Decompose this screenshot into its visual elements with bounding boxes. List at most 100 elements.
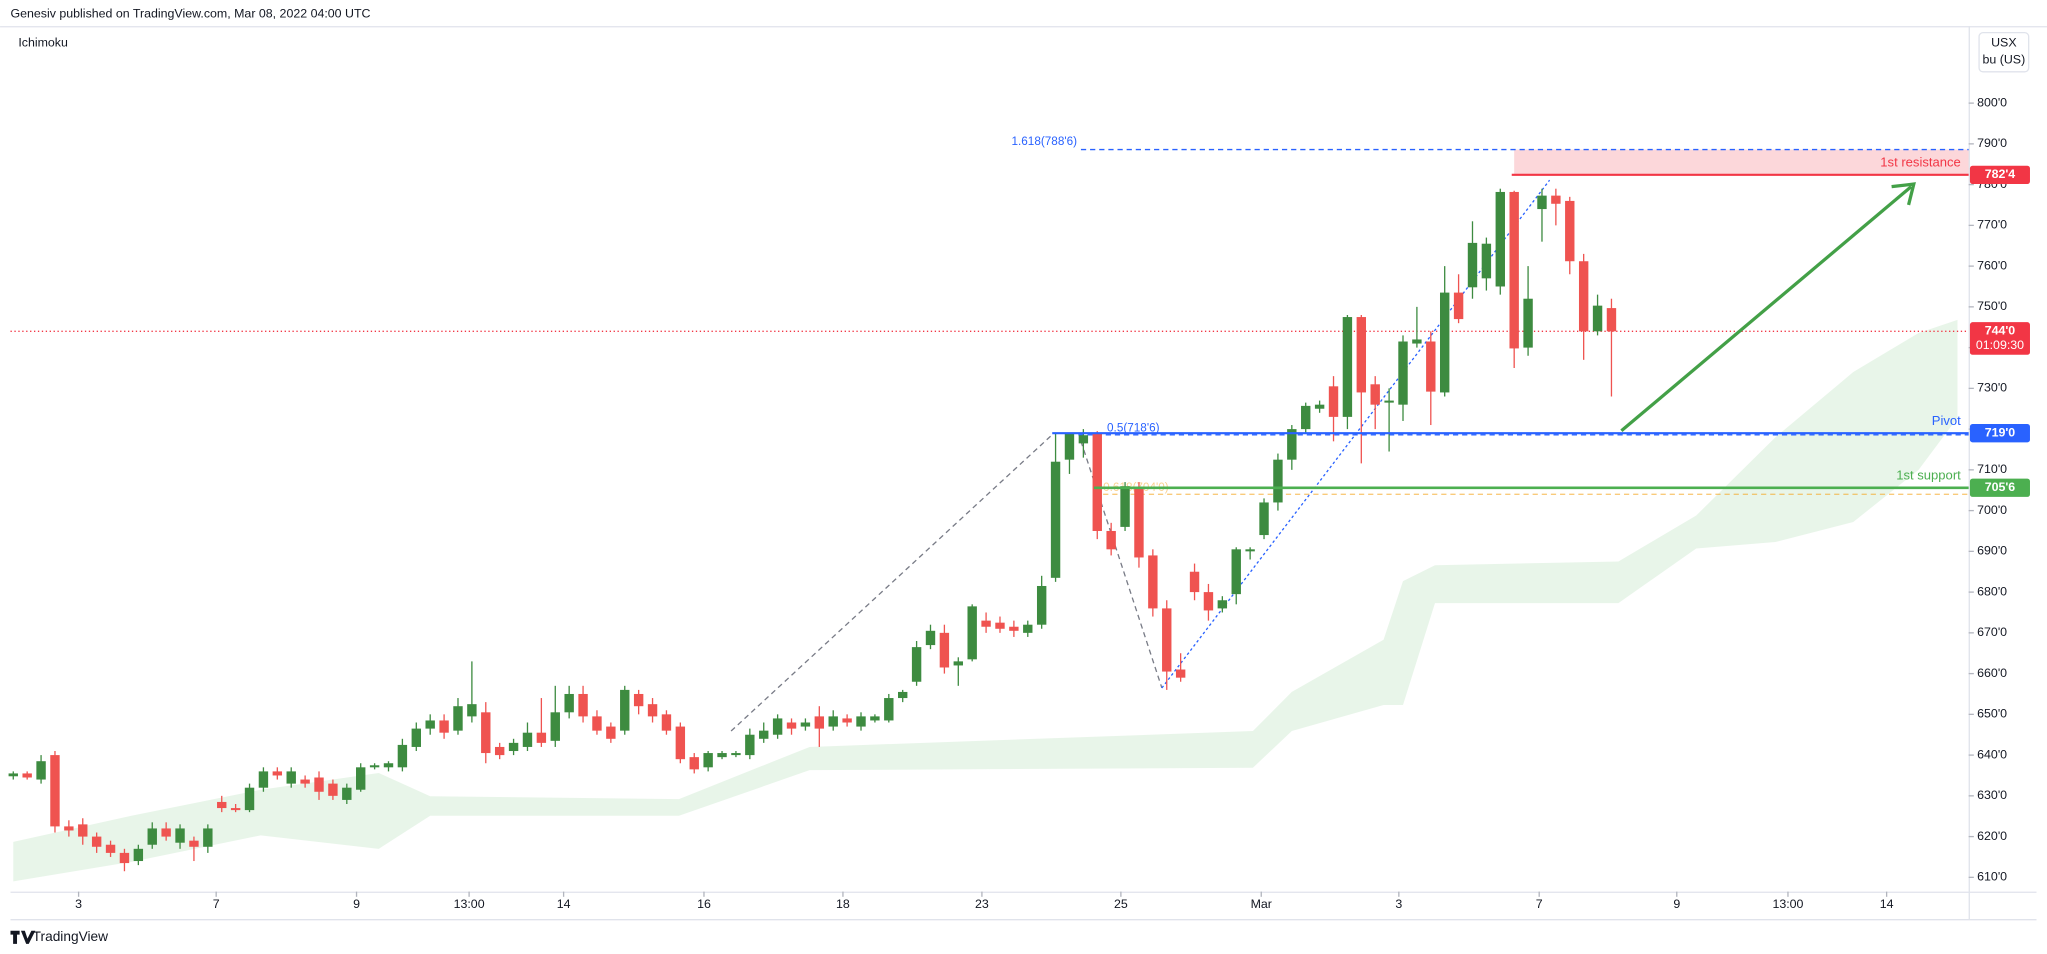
candle-body <box>175 828 185 843</box>
candle-body <box>1217 600 1228 609</box>
last-price-label: 744'0 <box>1985 324 2016 338</box>
drawing-line <box>1080 441 1163 689</box>
candle-body <box>564 693 574 713</box>
candle-body <box>1412 339 1422 344</box>
candle-body <box>189 840 199 847</box>
author-line: Genesiv published on TradingView.com, Ma… <box>10 7 370 21</box>
candle-body <box>1328 386 1339 417</box>
candle-body <box>481 712 491 754</box>
candle-body <box>842 718 852 723</box>
candle-body <box>1467 242 1478 288</box>
candle-body <box>1106 530 1116 550</box>
level-tag <box>1969 478 2030 497</box>
ichimoku-cloud <box>13 319 1958 882</box>
candle-body <box>995 622 1005 629</box>
candle-body <box>1495 191 1505 287</box>
x-tick-label: 23 <box>975 897 989 911</box>
candle-body <box>772 718 783 735</box>
candle-body <box>1565 200 1575 262</box>
candle-body <box>203 828 213 847</box>
resistance-zone <box>1514 149 1969 175</box>
x-tick-label: 7 <box>213 897 220 911</box>
level-tag <box>1969 424 2030 443</box>
candle-body <box>411 728 421 747</box>
candle-body <box>786 722 797 729</box>
candle-body <box>1189 571 1200 593</box>
candle-body <box>939 632 950 668</box>
y-tick-label: 710'0 <box>1977 462 2007 476</box>
candle-body <box>494 746 505 756</box>
candle-body <box>1078 435 1089 444</box>
fib-label: 1.618(788'6) <box>1011 135 1077 148</box>
last-price-countdown: 01:09:30 <box>1976 338 2024 352</box>
candle-body <box>1551 195 1561 204</box>
unit: bu (US) <box>1983 52 2026 66</box>
y-tick-label: 770'0 <box>1977 218 2007 232</box>
candle-body <box>647 704 658 717</box>
candle-body <box>1356 317 1367 393</box>
candle-body <box>272 771 283 776</box>
candle-body <box>383 763 394 768</box>
candle-body <box>1370 384 1380 405</box>
level-tag-label: 705'6 <box>1985 480 2016 494</box>
candle-body <box>1203 592 1214 611</box>
x-tick-label: 9 <box>1673 897 1680 911</box>
candle-body <box>1245 549 1255 552</box>
brand-name: TradingView <box>33 929 108 944</box>
candle-body <box>592 716 602 731</box>
candle-body <box>1273 459 1283 503</box>
candle-body <box>800 722 811 727</box>
candle-body <box>578 693 588 717</box>
arrow-head <box>1891 182 1916 206</box>
x-tick-label: 14 <box>1880 897 1894 911</box>
candle-body <box>1509 191 1519 349</box>
candle-body <box>1162 608 1172 672</box>
candle-body <box>8 773 18 777</box>
symbol-box[interactable] <box>1978 31 2030 73</box>
candle-body <box>1481 243 1492 279</box>
candle-body <box>1314 404 1325 409</box>
y-tick-label: 690'0 <box>1977 544 2007 558</box>
candle-body <box>439 720 449 733</box>
candle-body <box>759 730 769 739</box>
candle-body <box>467 704 477 717</box>
x-tick-label: Mar <box>1251 897 1272 911</box>
candle-body <box>1537 195 1547 210</box>
candle-body <box>981 620 991 627</box>
candle-body <box>1287 429 1297 460</box>
candle-body <box>508 742 519 752</box>
candle-body <box>1134 488 1144 558</box>
candle-body <box>703 753 713 768</box>
candle-body <box>1426 341 1436 392</box>
candle-body <box>1175 669 1186 678</box>
candle-body <box>1050 461 1061 578</box>
candle-body <box>1398 341 1408 405</box>
candle-body <box>675 726 686 760</box>
candle-body <box>342 787 352 800</box>
candle-body <box>1023 624 1033 633</box>
candle-body <box>1120 486 1130 527</box>
candle-body <box>620 689 630 731</box>
candle-body <box>397 744 408 768</box>
candle-body <box>1301 405 1311 430</box>
candle-body <box>1606 308 1617 332</box>
candle-body <box>633 693 644 707</box>
candle-body <box>884 698 894 721</box>
candle-body <box>856 716 866 727</box>
candle-body <box>230 808 241 811</box>
candle-body <box>50 755 60 827</box>
y-tick-label: 670'0 <box>1977 625 2007 639</box>
x-tick-label: 9 <box>353 897 360 911</box>
fib-label: 0.5(718'6) <box>1107 421 1160 434</box>
candle-body <box>217 801 227 809</box>
candle-body <box>689 757 699 770</box>
candle-body <box>453 706 463 731</box>
candle-body <box>22 773 32 778</box>
candle-body <box>898 691 908 699</box>
arrow-line <box>1620 185 1913 433</box>
x-tick-label: 13:00 <box>1772 897 1803 911</box>
indicator-label: Ichimoku <box>18 35 68 49</box>
candle-body <box>731 753 741 756</box>
candle-body <box>91 836 102 847</box>
